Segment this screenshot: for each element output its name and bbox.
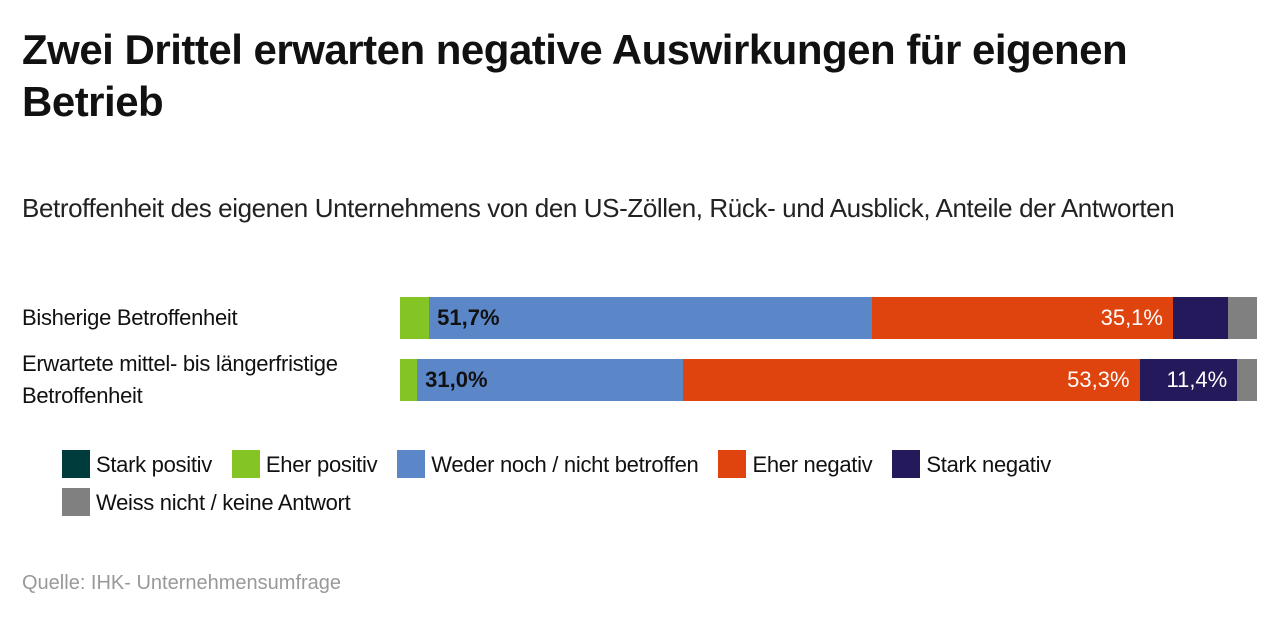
bar-segment-weiss-nicht-keine-antwort: [1227, 297, 1257, 339]
bar-row-1: 31,0% 53,3% 11,4%: [400, 359, 1257, 401]
legend-label: Weiss nicht / keine Antwort: [96, 490, 351, 515]
legend-label: Eher negativ: [752, 452, 873, 477]
bar-segment-eher-negativ: 35,1%: [872, 297, 1173, 339]
bar-segment-weder-noch-nicht-betroffen: 51,7%: [429, 297, 873, 339]
bar-segment-weiss-nicht-keine-antwort: [1237, 359, 1257, 401]
bar-segment-stark-negativ: [1172, 297, 1228, 339]
legend-label: Stark positiv: [96, 452, 212, 477]
chart-title: Zwei Drittel erwarten negative Auswirkun…: [22, 26, 1128, 125]
data-label: 51,7%: [437, 305, 500, 330]
data-label: 11,4%: [1166, 367, 1228, 392]
legend-swatch: [892, 450, 921, 478]
bar-segment-eher-positiv: [400, 297, 430, 339]
data-label: 53,3%: [1067, 367, 1130, 392]
legend-swatch: [62, 488, 90, 516]
bar-segment-stark-negativ: 11,4%: [1139, 359, 1238, 401]
legend-label: Stark negativ: [926, 452, 1051, 477]
legend-item: Stark negativ: [892, 446, 1051, 484]
legend-item: Eher positiv: [231, 446, 378, 484]
legend: Stark positiv Eher positiv Weder noch / ni…: [62, 446, 1262, 522]
legend-swatch: [397, 450, 426, 478]
legend-swatch: [62, 450, 90, 478]
legend-swatch: [231, 450, 260, 478]
bar-row-0: 51,7% 35,1%: [400, 297, 1257, 339]
legend-item: Weder noch / nicht betroffen: [397, 446, 699, 484]
legend-item: Weiss nicht / keine Antwort: [62, 484, 351, 522]
legend-swatch: [718, 450, 747, 478]
row-label: Bisherige Betroffenheit: [22, 305, 238, 330]
data-label: 31,0%: [425, 367, 488, 392]
bar-segment-weder-noch-nicht-betroffen: 31,0%: [417, 359, 683, 401]
bar-segment-eher-positiv: [400, 359, 418, 401]
legend-item: Eher negativ: [718, 446, 873, 484]
bar-segment-eher-negativ: 53,3%: [682, 359, 1140, 401]
row-label: Erwartete mittel- bis längerfristige Bet…: [22, 351, 338, 408]
data-label: 35,1%: [1100, 305, 1163, 330]
source-note: Quelle: IHK- Unternehmensumfrage: [22, 572, 342, 594]
legend-label: Eher positiv: [265, 452, 378, 477]
legend-label: Weder noch / nicht betroffen: [431, 452, 699, 477]
legend-item: Stark positiv: [62, 446, 212, 484]
chart-subtitle: Betroffenheit des eigenen Unternehmens v…: [22, 193, 1175, 223]
